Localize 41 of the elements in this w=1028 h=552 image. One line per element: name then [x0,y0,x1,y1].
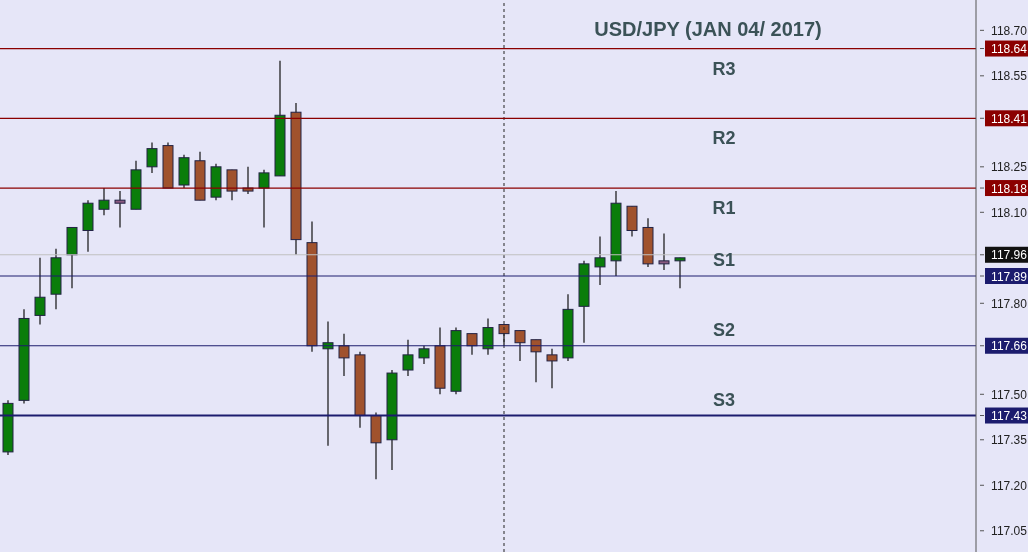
ref-line-label: R3 [712,58,736,79]
candlestick [514,329,526,362]
candlestick [114,190,126,229]
y-tick-label: 118.55 [991,69,1028,84]
ref-line-label: S3 [712,389,736,410]
candlestick [546,348,558,389]
text: USD/JPY (JAN 04/ 2017) [594,18,822,40]
candlestick [594,235,606,286]
candlestick [146,141,158,174]
candlestick [402,339,414,377]
y-tick-label: 117.35 [991,433,1028,448]
ref-line-label: R1 [712,198,736,219]
y-tick-label: 117.96 [991,248,1028,263]
candlestick [658,232,670,271]
y-tick-label: 117.43 [991,409,1028,424]
y-tick-label: 117.66 [991,339,1028,354]
y-tick-label: 117.80 [991,296,1028,311]
y-tick-label: 117.05 [991,524,1028,539]
y-tick-label: 118.18 [991,181,1028,196]
candlestick [482,317,494,356]
y-tick-label: 117.20 [991,478,1028,493]
candlestick [674,257,686,289]
y-tick-label: 118.41 [991,111,1028,126]
ref-line-label: R2 [712,128,736,149]
candlestick [530,339,542,383]
y-tick-label: 118.25 [991,160,1028,175]
candlestick [34,257,46,326]
y-tick-label: 118.70 [991,23,1028,38]
candlestick [322,320,334,447]
y-tick-label: 118.64 [991,42,1028,57]
ref-line-label: S1 [712,250,736,270]
y-tick-label: 117.50 [991,387,1028,402]
candlestick [338,333,350,377]
y-tick-label: 117.89 [991,269,1028,284]
candlestick [418,345,430,365]
candlestick [98,187,110,216]
y-tick-label: 118.10 [991,205,1028,220]
candlestick [258,169,270,229]
candlestick [226,169,238,201]
ref-line-label: S2 [712,319,736,340]
candlestick [466,333,478,356]
